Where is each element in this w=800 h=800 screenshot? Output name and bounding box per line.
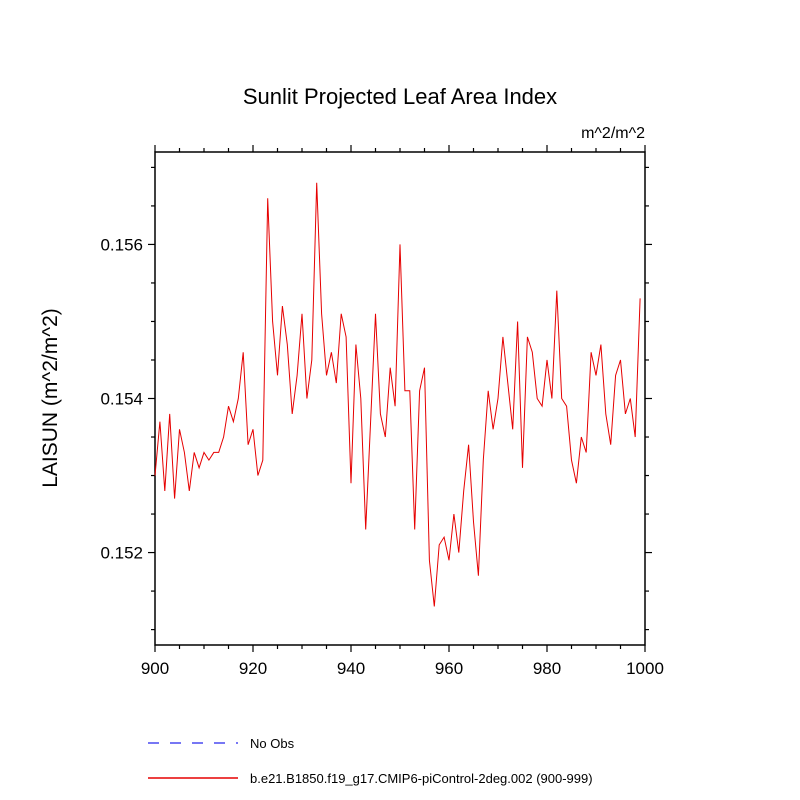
x-tick-label: 960 <box>435 659 463 678</box>
x-tick-label: 920 <box>239 659 267 678</box>
legend-label-series: b.e21.B1850.f19_g17.CMIP6-piControl-2deg… <box>250 771 593 786</box>
x-tick-label: 940 <box>337 659 365 678</box>
x-tick-label: 980 <box>533 659 561 678</box>
chart-title: Sunlit Projected Leaf Area Index <box>243 84 557 109</box>
y-tick-label: 0.154 <box>100 390 143 409</box>
x-tick-label: 1000 <box>626 659 664 678</box>
legend-entry-series: b.e21.B1850.f19_g17.CMIP6-piControl-2deg… <box>148 771 593 786</box>
x-tick-label: 900 <box>141 659 169 678</box>
y-tick-label: 0.152 <box>100 544 143 563</box>
y-tick-label: 0.156 <box>100 235 143 254</box>
y-axis-title: LAISUN (m^2/m^2) <box>39 308 62 488</box>
x-axis-ticks: 900 920 940 960 980 1000 <box>141 145 664 678</box>
y-axis-ticks: 0.152 0.154 0.156 <box>100 166 652 631</box>
legend-entry-no-obs: No Obs <box>148 736 295 751</box>
legend: No Obs b.e21.B1850.f19_g17.CMIP6-piContr… <box>148 736 593 786</box>
series-line <box>154 182 641 607</box>
units-label: m^2/m^2 <box>581 125 645 142</box>
plot-frame <box>154 151 646 646</box>
legend-label-no-obs: No Obs <box>250 736 295 751</box>
